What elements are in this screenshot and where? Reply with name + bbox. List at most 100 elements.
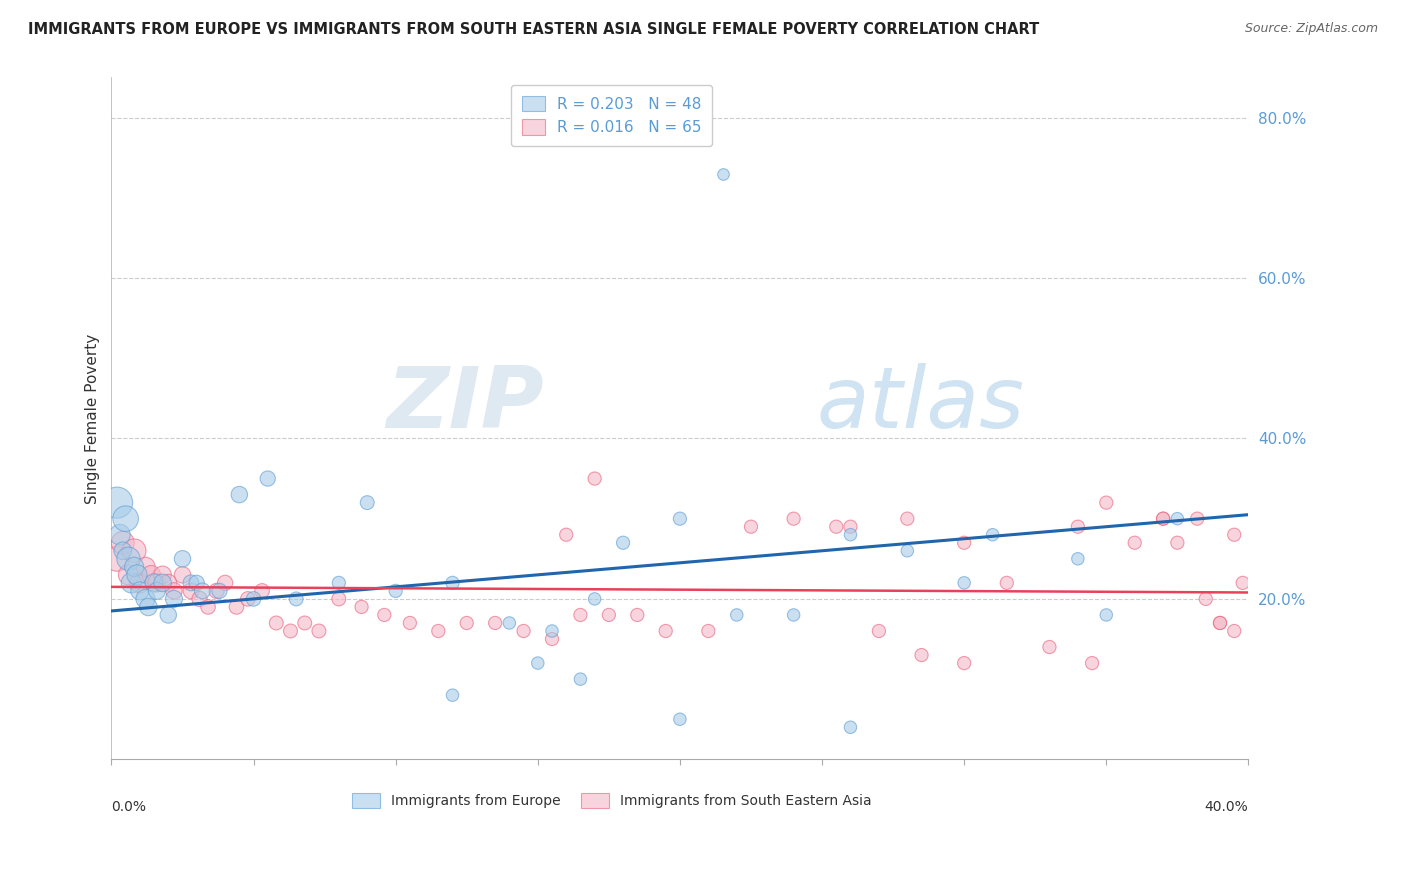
Point xyxy=(569,607,592,622)
Point xyxy=(1187,511,1209,525)
Point xyxy=(180,583,202,598)
Point xyxy=(1095,607,1118,622)
Point xyxy=(654,624,676,638)
Point xyxy=(1038,640,1060,654)
Point xyxy=(285,591,308,606)
Point xyxy=(117,551,139,566)
Point xyxy=(1152,511,1174,525)
Point xyxy=(896,511,918,525)
Point xyxy=(1209,615,1232,630)
Point xyxy=(373,607,395,622)
Point xyxy=(256,472,278,486)
Point xyxy=(242,591,264,606)
Point xyxy=(105,495,128,509)
Point xyxy=(163,583,186,598)
Point xyxy=(186,575,208,590)
Point xyxy=(135,591,157,606)
Point xyxy=(111,535,134,549)
Point xyxy=(111,543,134,558)
Point xyxy=(583,472,606,486)
Point xyxy=(214,575,236,590)
Point xyxy=(1209,615,1232,630)
Point xyxy=(225,599,247,614)
Point xyxy=(264,615,287,630)
Point xyxy=(105,551,128,566)
Point xyxy=(1232,575,1254,590)
Point xyxy=(146,583,169,598)
Point xyxy=(236,591,259,606)
Point xyxy=(669,712,692,726)
Point xyxy=(308,624,330,638)
Point xyxy=(697,624,720,638)
Point xyxy=(981,527,1004,541)
Point xyxy=(152,575,174,590)
Point xyxy=(328,575,350,590)
Point xyxy=(484,615,506,630)
Point xyxy=(197,599,219,614)
Point xyxy=(146,575,169,590)
Point xyxy=(441,575,464,590)
Point xyxy=(1081,656,1104,670)
Point xyxy=(953,535,976,549)
Point xyxy=(384,583,406,598)
Point xyxy=(350,599,373,614)
Legend: Immigrants from Europe, Immigrants from South Eastern Asia: Immigrants from Europe, Immigrants from … xyxy=(346,788,877,814)
Point xyxy=(143,575,166,590)
Text: 0.0%: 0.0% xyxy=(111,800,146,814)
Point xyxy=(1067,551,1090,566)
Point xyxy=(1067,519,1090,533)
Point xyxy=(114,511,136,525)
Point xyxy=(1123,535,1146,549)
Point xyxy=(356,495,378,509)
Point xyxy=(108,527,131,541)
Point xyxy=(128,583,150,598)
Point xyxy=(1166,511,1188,525)
Point xyxy=(1152,511,1174,525)
Point xyxy=(122,543,145,558)
Point xyxy=(896,543,918,558)
Text: 40.0%: 40.0% xyxy=(1205,800,1249,814)
Point xyxy=(441,688,464,702)
Point xyxy=(868,624,890,638)
Point xyxy=(1223,527,1246,541)
Point xyxy=(1195,591,1218,606)
Point xyxy=(569,672,592,686)
Point xyxy=(1223,624,1246,638)
Point xyxy=(427,624,450,638)
Point xyxy=(953,575,976,590)
Point xyxy=(583,591,606,606)
Point xyxy=(995,575,1018,590)
Point xyxy=(135,559,157,574)
Text: Source: ZipAtlas.com: Source: ZipAtlas.com xyxy=(1244,22,1378,36)
Point xyxy=(612,535,634,549)
Point xyxy=(782,607,804,622)
Point xyxy=(250,583,273,598)
Point xyxy=(953,656,976,670)
Point xyxy=(711,167,734,181)
Point xyxy=(839,720,862,734)
Point xyxy=(125,567,148,582)
Point xyxy=(157,607,180,622)
Point xyxy=(191,583,214,598)
Point xyxy=(669,511,692,525)
Point xyxy=(512,624,534,638)
Point xyxy=(328,591,350,606)
Point xyxy=(555,527,578,541)
Point xyxy=(141,567,163,582)
Text: atlas: atlas xyxy=(817,363,1025,446)
Point xyxy=(541,624,564,638)
Point xyxy=(725,607,748,622)
Point xyxy=(208,583,231,598)
Point xyxy=(626,607,648,622)
Point xyxy=(205,583,228,598)
Point xyxy=(120,575,142,590)
Point xyxy=(228,487,250,501)
Point xyxy=(498,615,520,630)
Point xyxy=(456,615,478,630)
Point xyxy=(1095,495,1118,509)
Point xyxy=(541,632,564,646)
Text: IMMIGRANTS FROM EUROPE VS IMMIGRANTS FROM SOUTH EASTERN ASIA SINGLE FEMALE POVER: IMMIGRANTS FROM EUROPE VS IMMIGRANTS FRO… xyxy=(28,22,1039,37)
Point xyxy=(294,615,316,630)
Point xyxy=(172,551,194,566)
Point xyxy=(1166,535,1188,549)
